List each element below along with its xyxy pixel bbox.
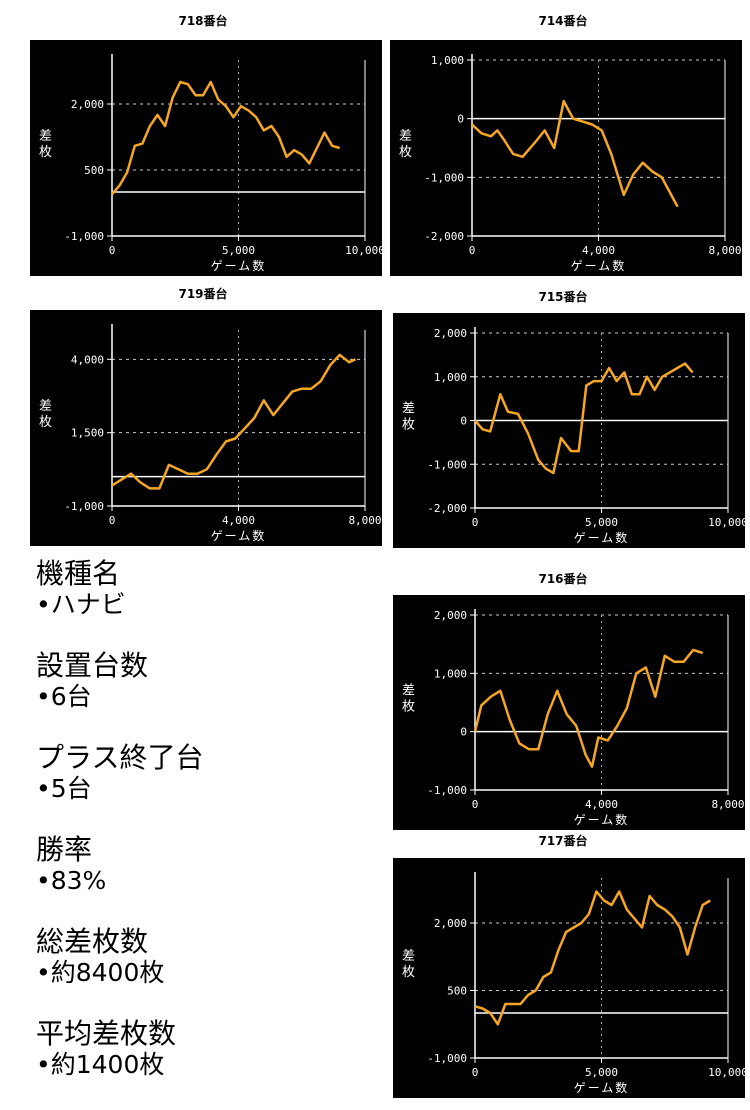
chart-719: -1,000 1,500 4,000 0 4,000 8,000 ゲーム数 差枚: [30, 310, 382, 546]
chart-716: -1,000 0 1,000 2,000 0 4,000 8,000 ゲーム数 差枚: [393, 595, 745, 830]
series-line: [474, 890, 711, 1026]
y-axis-label: 差枚: [402, 402, 415, 433]
y-axis-label: 差枚: [402, 949, 415, 980]
x-tick-label: 5,000: [222, 244, 255, 257]
chart-svg-719: -1,000 1,500 4,000 0 4,000 8,000 ゲーム数 差枚: [39, 324, 382, 543]
y-tick-label: 1,500: [71, 427, 104, 440]
x-tick-label: 5,000: [585, 516, 618, 529]
y-tick-label: -1,000: [427, 1052, 467, 1065]
x-axis-label: ゲーム数: [574, 812, 630, 827]
x-axis-label: ゲーム数: [211, 258, 267, 273]
x-axis-label: ゲーム数: [571, 258, 627, 273]
y-tick-label: 1,000: [431, 54, 464, 67]
chart-title-716: 716番台: [538, 572, 588, 586]
winrate-label: 勝率: [36, 833, 93, 866]
x-tick-label: 4,000: [582, 244, 615, 257]
avg-value: •約1400枚: [36, 1050, 165, 1079]
x-tick-label: 0: [109, 244, 116, 257]
x-tick-label: 8,000: [708, 244, 741, 257]
x-tick-label: 10,000: [708, 1066, 745, 1079]
series-line: [471, 99, 679, 208]
y-tick-label: 2,000: [434, 917, 467, 930]
y-tick-label: 500: [447, 985, 467, 998]
chart-717: -1,000 500 2,000 0 5,000 10,000 ゲーム数 差枚: [393, 858, 745, 1098]
x-tick-label: 8,000: [348, 514, 381, 527]
y-tick-label: -1,000: [64, 230, 104, 243]
x-tick-label: 10,000: [345, 244, 382, 257]
y-tick-label: -1,000: [64, 500, 104, 513]
y-tick-label: 1,000: [434, 667, 467, 680]
winrate-value: •83%: [36, 866, 107, 895]
series-line: [474, 362, 694, 475]
chart-svg-714: -2,000 -1,000 0 1,000 0 4,000 8,000 ゲーム数 差枚: [399, 54, 742, 273]
chart-title-718: 718番台: [178, 14, 228, 28]
y-axis-label: 差枚: [399, 129, 412, 160]
x-axis-label: ゲーム数: [574, 530, 630, 545]
x-tick-label: 0: [469, 244, 476, 257]
y-axis-label: 差枚: [39, 129, 52, 160]
x-tick-label: 4,000: [222, 514, 255, 527]
chart-714: -2,000 -1,000 0 1,000 0 4,000 8,000 ゲーム数 差枚: [390, 40, 742, 276]
y-tick-label: 2,000: [434, 609, 467, 622]
series-line: [473, 648, 704, 768]
y-tick-label: 500: [84, 164, 104, 177]
chart-svg-717: -1,000 500 2,000 0 5,000 10,000 ゲーム数 差枚: [402, 872, 745, 1095]
chart-svg-715: -2,000 -1,000 0 1,000 2,000 0 5,000 10,000 ゲーム数 差…: [402, 327, 745, 545]
chart-title-715: 715番台: [538, 290, 588, 304]
y-tick-label: 4,000: [71, 353, 104, 366]
x-tick-label: 5,000: [585, 1066, 618, 1079]
count-value: •6台: [36, 682, 92, 711]
x-axis-label: ゲーム数: [211, 528, 267, 543]
y-tick-label: 1,000: [434, 371, 467, 384]
y-tick-label: 2,000: [71, 98, 104, 111]
y-axis-label: 差枚: [402, 684, 415, 715]
chart-title-717: 717番台: [538, 834, 588, 848]
chart-715: -2,000 -1,000 0 1,000 2,000 0 5,000 10,000 ゲーム数 差…: [393, 313, 745, 548]
chart-svg-716: -1,000 0 1,000 2,000 0 4,000 8,000 ゲーム数 差枚: [402, 609, 745, 827]
y-tick-label: -2,000: [424, 230, 464, 243]
plus-value: •5台: [36, 774, 92, 803]
series-line: [111, 353, 357, 490]
chart-title-714: 714番台: [538, 14, 588, 28]
x-tick-label: 0: [472, 1066, 479, 1079]
y-tick-label: 0: [457, 113, 464, 126]
x-axis-label: ゲーム数: [574, 1080, 630, 1095]
x-tick-label: 0: [472, 798, 479, 811]
x-tick-label: 0: [472, 516, 479, 529]
total-value: •約8400枚: [36, 958, 165, 987]
plus-label: プラス終了台: [36, 741, 204, 774]
x-tick-label: 8,000: [711, 798, 744, 811]
count-label: 設置台数: [36, 649, 149, 682]
model-value: •ハナビ: [36, 590, 126, 619]
x-tick-label: 10,000: [708, 516, 745, 529]
y-tick-label: -1,000: [427, 458, 467, 471]
y-tick-label: -1,000: [427, 784, 467, 797]
chart-718: -1,000 500 2,000 0 5,000 10,000 ゲーム数 差枚: [30, 40, 382, 276]
x-tick-label: 0: [109, 514, 116, 527]
machine-info: 機種名 •ハナビ 設置台数 •6台 プラス終了台 •5台 勝率 •83% 総差枚…: [36, 558, 376, 1110]
total-label: 総差枚数: [36, 925, 149, 958]
y-axis-label: 差枚: [39, 399, 52, 430]
avg-label: 平均差枚数: [36, 1017, 177, 1050]
chart-title-719: 719番台: [178, 287, 228, 301]
x-tick-label: 4,000: [585, 798, 618, 811]
y-tick-label: -1,000: [424, 171, 464, 184]
y-tick-label: 2,000: [434, 327, 467, 340]
y-tick-label: -2,000: [427, 502, 467, 515]
y-tick-label: 0: [460, 415, 467, 428]
chart-svg-718: -1,000 500 2,000 0 5,000 10,000 ゲーム数 差枚: [39, 54, 382, 273]
model-label: 機種名: [36, 557, 121, 590]
y-tick-label: 0: [460, 726, 467, 739]
series-line: [111, 80, 341, 196]
